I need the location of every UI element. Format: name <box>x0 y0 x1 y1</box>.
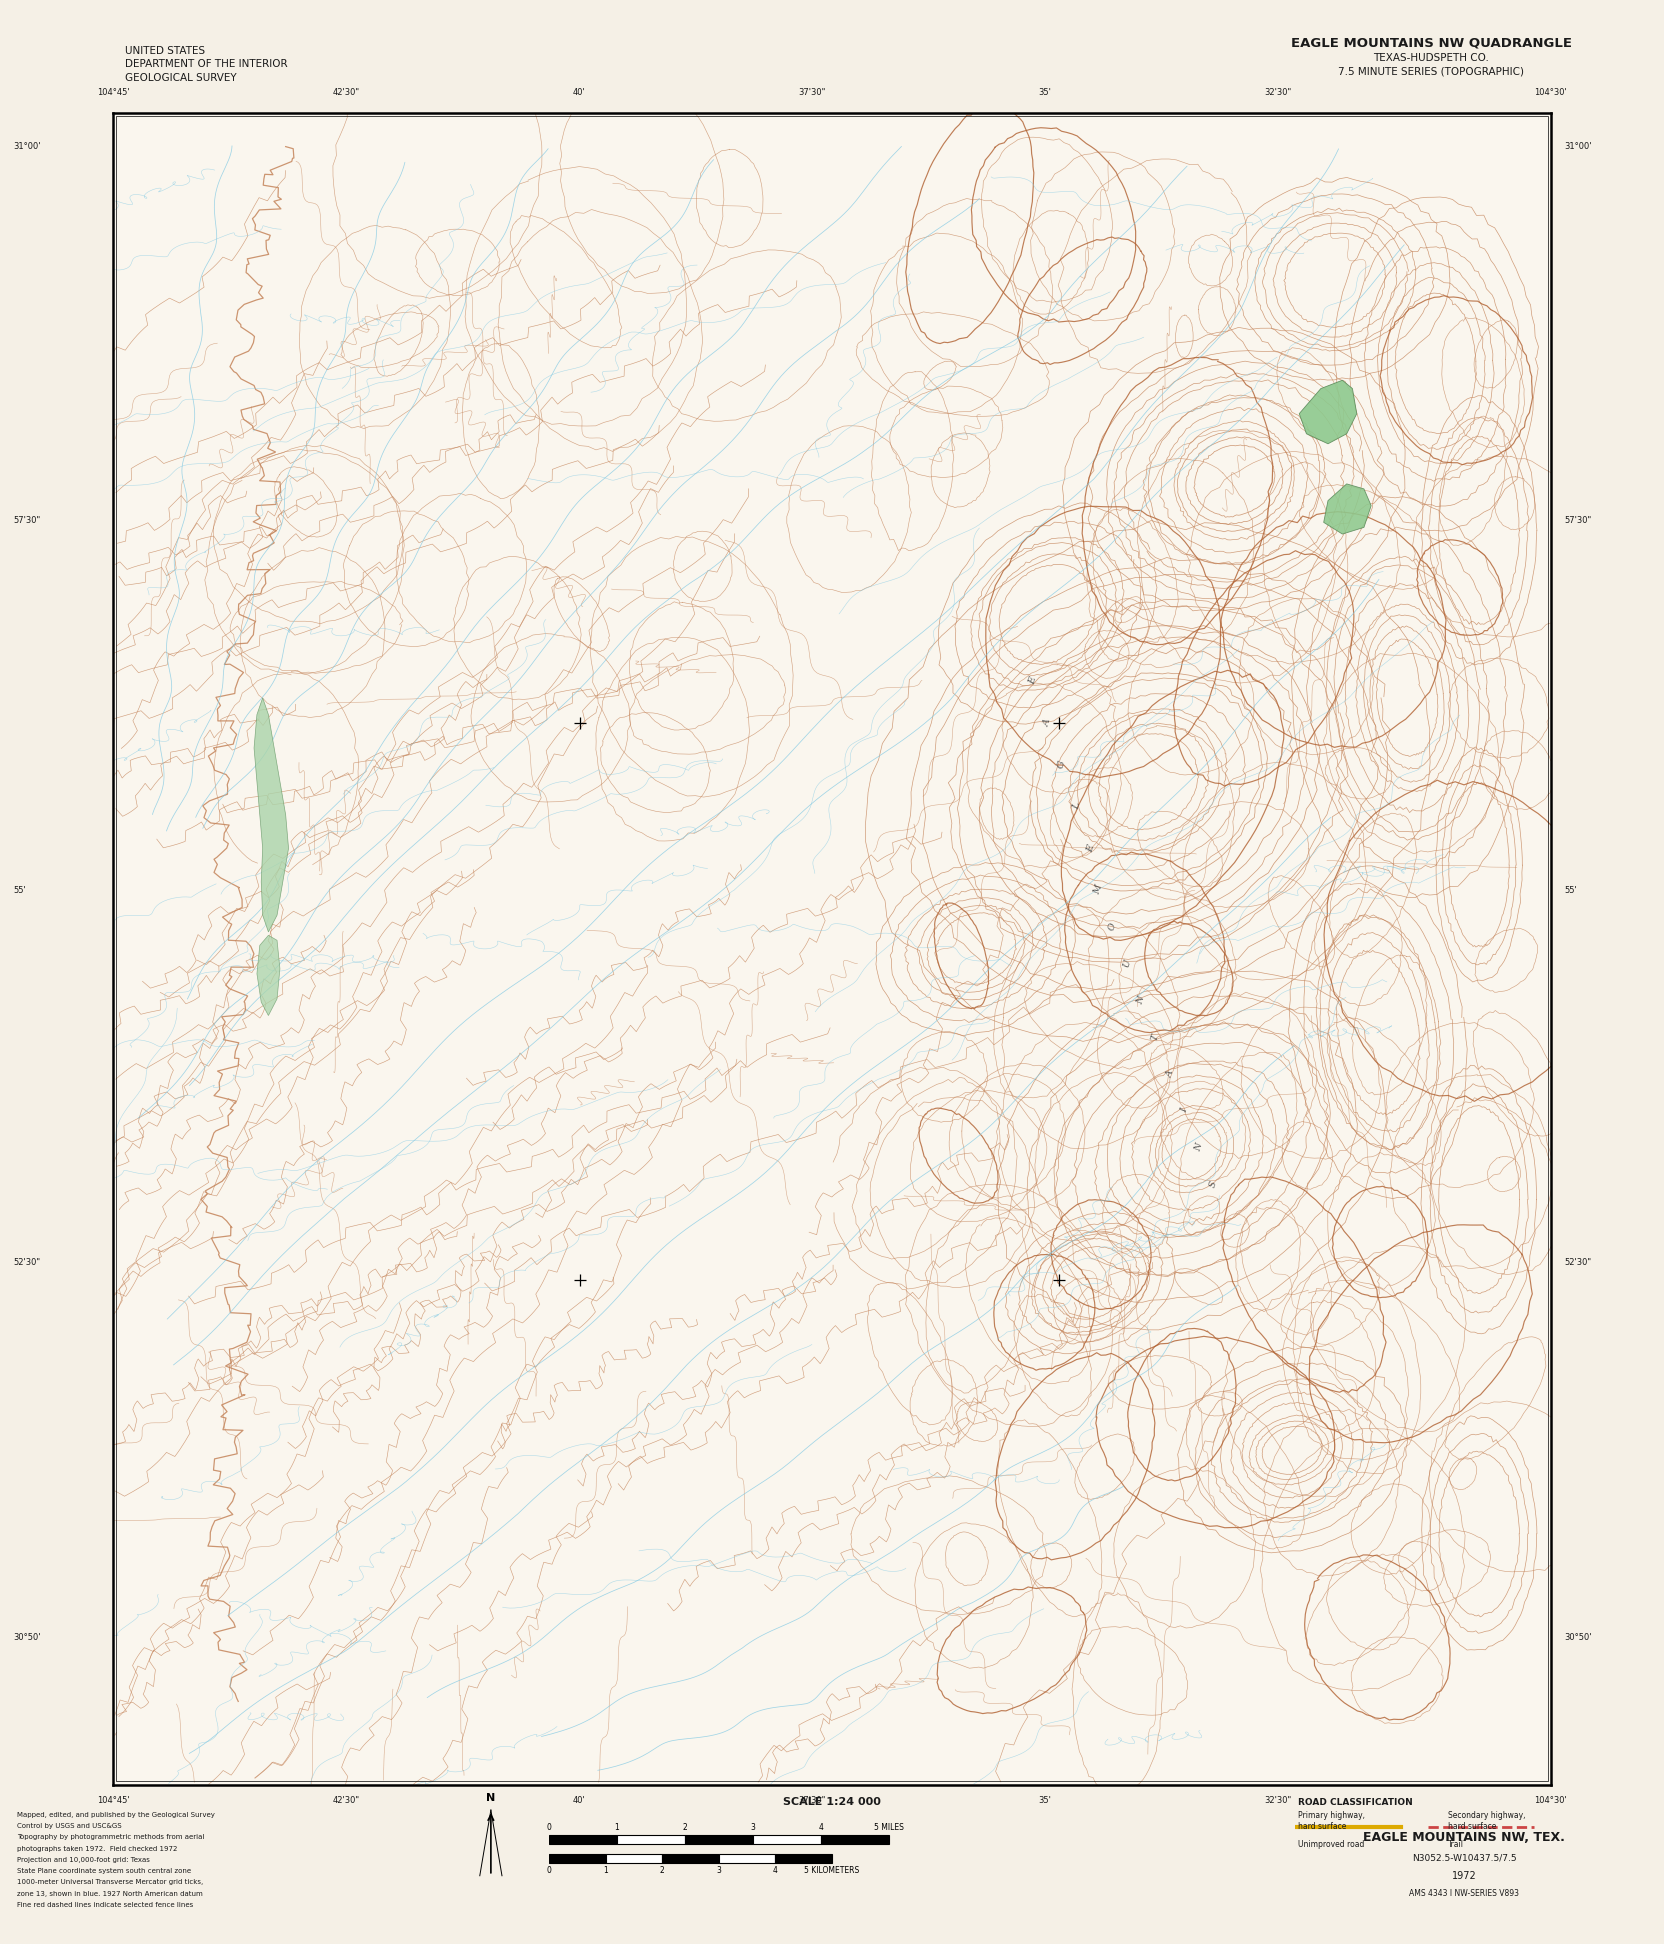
Text: 1972: 1972 <box>1453 1870 1476 1882</box>
Polygon shape <box>1300 381 1356 443</box>
Text: 57'30": 57'30" <box>1564 517 1591 525</box>
Text: A: A <box>1042 717 1053 727</box>
Bar <box>662 1855 719 1862</box>
Text: 5 KILOMETERS: 5 KILOMETERS <box>804 1866 860 1874</box>
Text: 57'30": 57'30" <box>13 517 40 525</box>
Text: T: T <box>1150 1032 1161 1042</box>
Text: 104°30': 104°30' <box>1534 1796 1567 1806</box>
Text: hard surface: hard surface <box>1298 1822 1346 1831</box>
Text: 4: 4 <box>819 1823 824 1831</box>
Text: EAGLE MOUNTAINS NW QUADRANGLE: EAGLE MOUNTAINS NW QUADRANGLE <box>1291 37 1571 49</box>
Text: DEPARTMENT OF THE INTERIOR: DEPARTMENT OF THE INTERIOR <box>125 58 288 70</box>
Text: 32'30": 32'30" <box>1265 87 1291 97</box>
Text: 2: 2 <box>682 1823 687 1831</box>
Text: U: U <box>1122 958 1132 968</box>
Text: 55': 55' <box>1564 886 1577 894</box>
Text: O: O <box>1107 921 1118 931</box>
Text: 42'30": 42'30" <box>333 1796 359 1806</box>
Text: TEXAS-HUDSPETH CO.: TEXAS-HUDSPETH CO. <box>1373 52 1489 64</box>
Text: G: G <box>1057 760 1068 770</box>
Text: 31°00': 31°00' <box>13 142 42 152</box>
Text: 30°50': 30°50' <box>1564 1633 1592 1643</box>
Text: 42'30": 42'30" <box>333 87 359 97</box>
Text: M: M <box>1092 885 1103 896</box>
Polygon shape <box>256 935 280 1015</box>
Text: EAGLE MOUNTAINS NW, TEX.: EAGLE MOUNTAINS NW, TEX. <box>1363 1831 1566 1843</box>
Text: E: E <box>1028 677 1038 686</box>
Polygon shape <box>255 698 288 931</box>
Text: 55': 55' <box>13 886 27 894</box>
Text: L: L <box>1072 803 1082 811</box>
Text: 35': 35' <box>1038 1796 1052 1806</box>
Text: 2: 2 <box>661 1866 664 1874</box>
Text: I: I <box>1180 1108 1190 1114</box>
Text: 3: 3 <box>717 1866 721 1874</box>
Text: A: A <box>1165 1069 1175 1079</box>
Text: Trail: Trail <box>1448 1839 1464 1849</box>
Text: Unimproved road: Unimproved road <box>1298 1839 1364 1849</box>
Text: N: N <box>1135 995 1146 1005</box>
Text: S: S <box>1208 1180 1218 1188</box>
Bar <box>549 1855 606 1862</box>
Bar <box>606 1855 662 1862</box>
Text: Projection and 10,000-foot grid: Texas: Projection and 10,000-foot grid: Texas <box>17 1857 150 1862</box>
Text: Topography by photogrammetric methods from aerial: Topography by photogrammetric methods fr… <box>17 1835 205 1841</box>
Text: Primary highway,: Primary highway, <box>1298 1810 1364 1820</box>
Text: zone 13, shown in blue. 1927 North American datum: zone 13, shown in blue. 1927 North Ameri… <box>17 1892 203 1897</box>
Text: UNITED STATES: UNITED STATES <box>125 45 205 56</box>
Text: N3052.5-W10437.5/7.5: N3052.5-W10437.5/7.5 <box>1413 1855 1516 1862</box>
Bar <box>820 1835 889 1845</box>
Text: 40': 40' <box>572 1796 586 1806</box>
Text: 32'30": 32'30" <box>1265 1796 1291 1806</box>
Bar <box>549 1835 617 1845</box>
Text: AMS 4343 I NW-SERIES V893: AMS 4343 I NW-SERIES V893 <box>1409 1890 1519 1897</box>
Bar <box>686 1835 752 1845</box>
Text: photographs taken 1972.  Field checked 1972: photographs taken 1972. Field checked 19… <box>17 1845 176 1851</box>
Bar <box>775 1855 832 1862</box>
Text: Fine red dashed lines indicate selected fence lines: Fine red dashed lines indicate selected … <box>17 1901 193 1907</box>
Text: Mapped, edited, and published by the Geological Survey: Mapped, edited, and published by the Geo… <box>17 1812 215 1818</box>
Text: E: E <box>1085 844 1097 853</box>
Bar <box>752 1835 820 1845</box>
Text: 7.5 MINUTE SERIES (TOPOGRAPHIC): 7.5 MINUTE SERIES (TOPOGRAPHIC) <box>1338 66 1524 78</box>
Text: 104°45': 104°45' <box>97 87 130 97</box>
Text: 30°50': 30°50' <box>13 1633 42 1643</box>
Text: hard surface: hard surface <box>1448 1822 1496 1831</box>
Text: 37'30": 37'30" <box>799 1796 825 1806</box>
Text: 104°30': 104°30' <box>1534 87 1567 97</box>
Text: Secondary highway,: Secondary highway, <box>1448 1810 1526 1820</box>
Text: 52'30": 52'30" <box>1564 1258 1591 1267</box>
Text: 5 MILES: 5 MILES <box>874 1823 904 1831</box>
Text: GEOLOGICAL SURVEY: GEOLOGICAL SURVEY <box>125 72 236 84</box>
Text: 52'30": 52'30" <box>13 1258 40 1267</box>
Text: 1: 1 <box>614 1823 619 1831</box>
Text: 35': 35' <box>1038 87 1052 97</box>
Text: N: N <box>486 1792 496 1804</box>
Text: 40': 40' <box>572 87 586 97</box>
Text: 3: 3 <box>750 1823 755 1831</box>
Text: SCALE 1:24 000: SCALE 1:24 000 <box>784 1796 880 1808</box>
Text: 0: 0 <box>547 1866 551 1874</box>
Polygon shape <box>1323 484 1371 535</box>
Bar <box>719 1855 775 1862</box>
Text: 31°00': 31°00' <box>1564 142 1592 152</box>
Text: 104°45': 104°45' <box>97 1796 130 1806</box>
Text: 1: 1 <box>604 1866 607 1874</box>
Text: ROAD CLASSIFICATION: ROAD CLASSIFICATION <box>1298 1798 1413 1806</box>
Bar <box>617 1835 686 1845</box>
Text: State Plane coordinate system south central zone: State Plane coordinate system south cent… <box>17 1868 191 1874</box>
Text: 0: 0 <box>547 1823 551 1831</box>
Text: 37'30": 37'30" <box>799 87 825 97</box>
Text: 4: 4 <box>774 1866 777 1874</box>
Text: Control by USGS and USC&GS: Control by USGS and USC&GS <box>17 1823 121 1829</box>
Text: N: N <box>1193 1143 1205 1153</box>
Text: 1000-meter Universal Transverse Mercator grid ticks,: 1000-meter Universal Transverse Mercator… <box>17 1880 203 1886</box>
